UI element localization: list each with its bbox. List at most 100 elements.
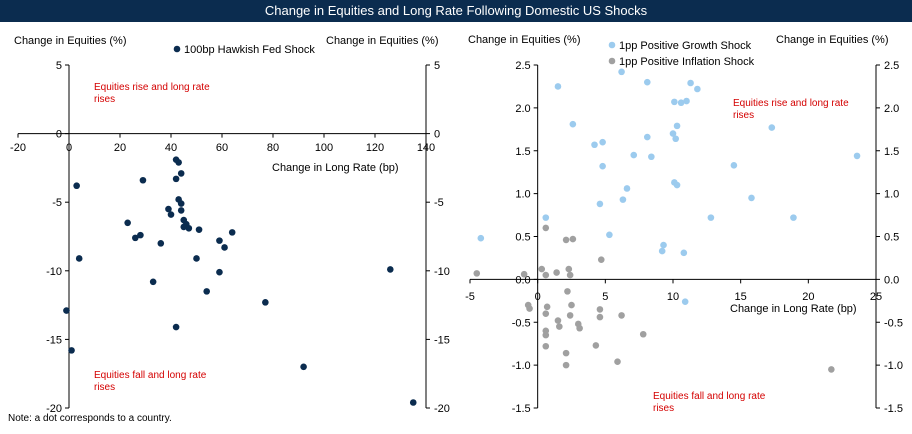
right-right-y-tick-label: 2.0	[884, 103, 899, 115]
right-left-y-tick-label: 0.5	[515, 232, 530, 244]
right-series1-point	[542, 310, 550, 317]
left-series0-point	[167, 211, 175, 218]
right-series0-point	[673, 181, 681, 189]
left-series0-point	[139, 176, 147, 184]
right-series1-point	[556, 323, 563, 330]
right-right-y-tick-label: 1.5	[884, 146, 899, 158]
right-series0-point	[630, 151, 638, 159]
right-series1-point	[568, 301, 575, 309]
right-series1-point	[562, 361, 570, 369]
left-series0-point	[221, 244, 228, 251]
left-x-tick-label: 140	[417, 142, 435, 154]
left-x-tick-label: 80	[267, 142, 279, 154]
left-series0-point	[157, 240, 165, 247]
right-series1-point	[596, 313, 604, 321]
right-series1-point	[538, 265, 546, 273]
right-series0-point	[643, 133, 651, 141]
left-series0-point	[262, 299, 269, 306]
right-left-y-tick-label: 2.5	[515, 60, 530, 72]
right-legend-growth-marker	[608, 41, 616, 49]
left-series0-point	[75, 255, 83, 262]
right-chart-x-axis-title: Change in Long Rate (bp)	[730, 303, 857, 315]
right-series0-point	[658, 247, 666, 255]
left-series0-point	[124, 219, 131, 227]
right-series1-point	[473, 270, 481, 277]
left-left-y-tick-label: 5	[56, 60, 62, 72]
right-annotation-rise-line2: rises	[733, 110, 754, 121]
right-series0-point	[477, 234, 485, 242]
right-series1-point	[828, 366, 835, 373]
left-right-y-tick-label: -20	[434, 403, 450, 415]
right-left-y-tick-label: -1.5	[512, 403, 531, 415]
left-series0-point	[180, 223, 188, 231]
left-annotation-fall-line1: Equities fall and long rate	[94, 370, 207, 381]
right-series0-point	[768, 124, 776, 131]
right-right-y-tick-label: -1.0	[884, 360, 903, 372]
right-series0-point	[648, 153, 655, 161]
right-right-y-tick-label: -0.5	[884, 317, 903, 329]
right-series0-point	[669, 130, 677, 137]
right-chart-plot: -5 0 5 10 15 20 25 2.5 2.5 2.0 2.0 1.5 1.5 1.0 1.0 0.5 0…	[465, 60, 903, 415]
right-legend-growth-label: 1pp Positive Growth Shock	[619, 40, 752, 52]
left-series0-point	[177, 207, 185, 214]
right-series0-point	[660, 241, 667, 249]
right-series1-point	[596, 306, 604, 313]
left-left-y-tick-label: -20	[46, 403, 62, 415]
right-x-tick-label: -5	[465, 291, 475, 303]
right-series1-point	[639, 330, 647, 338]
right-annotation-fall-line2: rises	[653, 403, 674, 414]
left-annotation-rise-line2: rises	[94, 94, 115, 105]
right-series1-point	[592, 342, 600, 349]
right-series0-point	[730, 162, 738, 169]
chart-banner-title: Change in Equities and Long Rate Followi…	[0, 0, 912, 22]
footnote: Note: a dot corresponds to a country.	[8, 413, 172, 424]
left-chart-left-axis-title: Change in Equities (%)	[14, 35, 127, 47]
left-x-tick-label: 0	[66, 142, 72, 154]
left-series0-point	[137, 231, 144, 239]
right-series0-point	[687, 79, 694, 87]
right-series0-point	[748, 194, 755, 202]
left-series0-point	[73, 182, 80, 190]
right-series1-point	[542, 342, 550, 350]
right-series1-point	[576, 324, 583, 332]
left-annotation-rise-line1: Equities rise and long rate	[94, 82, 210, 93]
left-legend-marker	[173, 45, 181, 53]
right-series0-point	[681, 298, 689, 305]
right-series0-point	[707, 214, 715, 221]
left-annotation-fall-line2: rises	[94, 382, 115, 393]
right-left-y-tick-label: 1.5	[515, 146, 530, 158]
right-x-tick-label: 0	[535, 291, 541, 303]
right-series1-point	[542, 224, 550, 232]
left-left-y-tick-label: 0	[56, 129, 62, 141]
right-series1-point	[569, 235, 577, 243]
left-series0-point	[193, 255, 200, 262]
right-series0-point	[599, 162, 606, 170]
right-series1-point	[542, 271, 550, 279]
right-series0-point	[542, 214, 550, 221]
right-series1-point	[526, 305, 533, 312]
left-x-tick-label: 100	[315, 142, 333, 154]
right-right-y-tick-label: 0.0	[884, 274, 899, 286]
right-x-tick-label: 20	[802, 291, 814, 303]
left-series0-point	[175, 159, 182, 166]
right-series0-point	[591, 141, 598, 149]
left-series0-point	[165, 205, 172, 213]
right-series0-point	[790, 214, 797, 221]
right-series1-point	[565, 265, 573, 273]
left-x-tick-label: 60	[216, 142, 228, 154]
right-x-tick-label: 10	[667, 291, 679, 303]
left-series0-point	[149, 278, 157, 286]
right-series1-point	[562, 236, 570, 244]
right-series1-point	[543, 303, 551, 311]
left-series0-point	[68, 347, 75, 354]
left-series0-point	[409, 399, 417, 406]
right-x-tick-label: 5	[602, 291, 608, 303]
left-left-y-tick-label: -5	[52, 197, 62, 209]
left-series0-point	[195, 226, 203, 233]
left-series0-point	[132, 234, 139, 242]
left-series0-point	[63, 307, 70, 314]
right-left-y-tick-label: 2.0	[515, 103, 530, 115]
left-x-tick-label: 40	[165, 142, 177, 154]
right-series0-point	[671, 98, 678, 106]
